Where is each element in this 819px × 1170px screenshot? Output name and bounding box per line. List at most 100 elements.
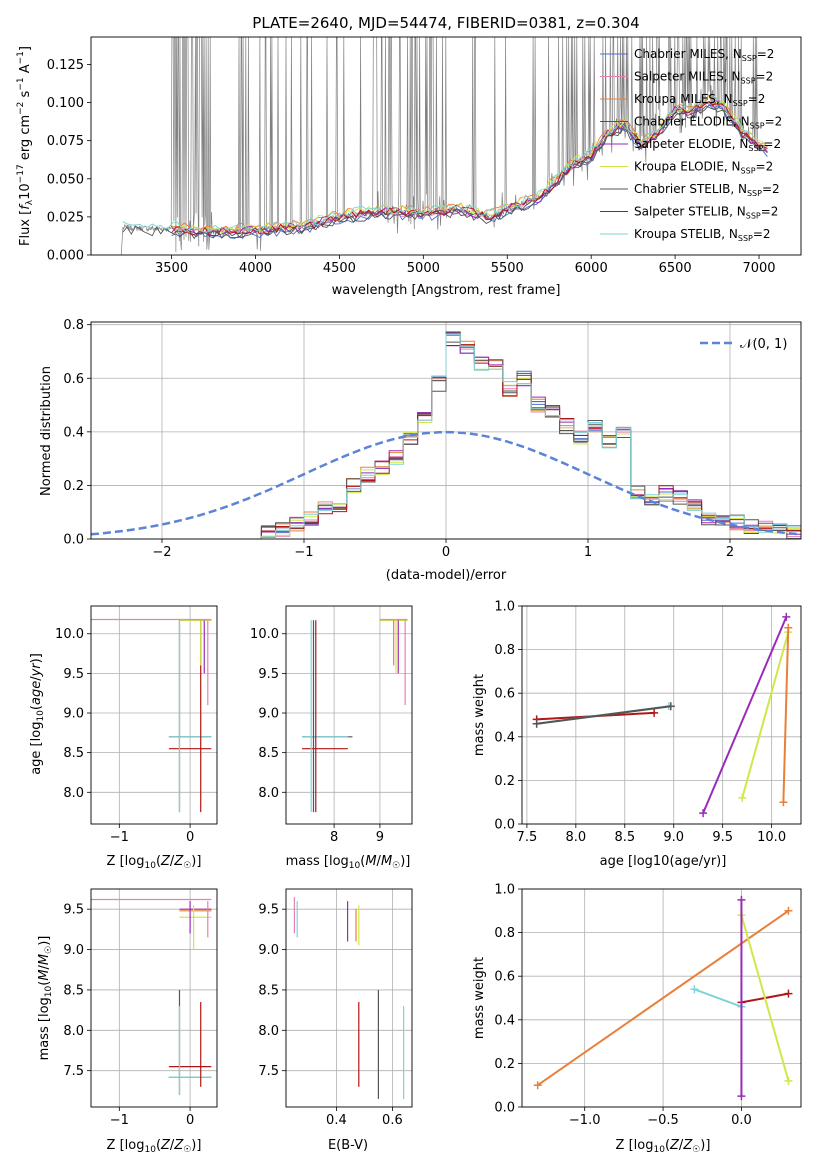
axes-frame — [285, 888, 413, 1108]
y-tick-label: 7.5 — [258, 1064, 279, 1079]
Z-weight-ylabel: mass weight — [472, 957, 487, 1039]
x-tick-label: 4000 — [239, 261, 272, 276]
axes-frame — [90, 888, 218, 1108]
x-tick-label: 4500 — [323, 261, 356, 276]
y-tick-label: 8.5 — [63, 746, 84, 761]
EBV-mass-xlabel: E(B-V) — [328, 1138, 368, 1153]
weight-marker — [737, 895, 746, 904]
x-tick-label: 9 — [376, 830, 384, 845]
errorbars — [293, 897, 405, 1099]
y-tick-label: 0.125 — [47, 58, 84, 73]
y-tick-label: 0.6 — [494, 687, 515, 702]
y-tick-label: 0.100 — [47, 96, 84, 111]
axes-frame — [90, 321, 802, 540]
spectrum-data — [120, 37, 768, 255]
y-tick-label: 0.4 — [494, 1013, 515, 1028]
weight-lines — [532, 612, 793, 818]
spectrum-xlabel: wavelength [Angstrom, rest frame] — [332, 283, 561, 298]
x-tick-label: 6500 — [659, 261, 692, 276]
weight-marker — [738, 793, 747, 802]
x-tick-label: 5000 — [407, 261, 440, 276]
x-tick-label: 8.5 — [614, 830, 635, 845]
Z-mass-xlabel: Z [log10(Z/Z☉)] — [107, 1138, 202, 1155]
axes-frame — [285, 605, 413, 825]
y-tick-label: 0.4 — [494, 730, 515, 745]
y-tick-label: 0.8 — [494, 643, 515, 658]
legend-label: Salpeter STELIB, NSSP=2 — [634, 205, 778, 221]
weight-lines — [533, 895, 793, 1101]
x-tick-label: 6000 — [575, 261, 608, 276]
model-spectrum-5 — [171, 95, 768, 234]
legend: Chabrier MILES, NSSP=2 Salpeter MILES, NS… — [600, 47, 782, 243]
legend-label: Kroupa ELODIE, NSSP=2 — [634, 160, 773, 176]
errorbars — [91, 898, 212, 1095]
y-tick-label: 0.050 — [47, 172, 84, 187]
y-tick-label: 0.8 — [63, 318, 84, 333]
x-tick-label: 0.0 — [731, 1113, 752, 1128]
y-tick-label: 10.0 — [250, 627, 279, 642]
weight-marker — [737, 1092, 746, 1101]
residuals-xlabel: (data-model)/error — [386, 568, 507, 583]
x-tick-label: 0 — [442, 545, 450, 560]
Z-age-xlabel: Z [log10(Z/Z☉)] — [107, 854, 202, 871]
model-spectrum-4 — [171, 99, 768, 237]
x-tick-label: 3500 — [155, 261, 188, 276]
weight-marker — [532, 719, 541, 728]
weight-marker — [533, 1081, 542, 1090]
legend-label: Chabrier STELIB, NSSP=2 — [634, 182, 780, 198]
y-tick-label: 0.6 — [63, 372, 84, 387]
age-weight-xlabel: age [log10(age/yr)] — [600, 854, 727, 869]
axes-frame — [90, 605, 218, 825]
y-tick-label: 9.5 — [258, 903, 279, 918]
EBV-mass-plot: 0.4 0.6 7.5 8.0 8.5 9.0 9.5 — [258, 888, 413, 1128]
x-tick-label: 2 — [726, 545, 734, 560]
y-tick-label: 0.025 — [47, 210, 84, 225]
legend-label: Salpeter MILES, NSSP=2 — [634, 70, 773, 86]
weight-marker — [779, 798, 788, 807]
weight-line — [536, 705, 671, 725]
weight-marker — [782, 612, 791, 621]
y-tick-label: 9.0 — [258, 943, 279, 958]
weight-marker — [650, 708, 659, 717]
weight-marker — [784, 1076, 793, 1085]
weight-line — [537, 909, 790, 1087]
y-tick-label: 8.0 — [258, 786, 279, 801]
hist-4 — [91, 332, 801, 539]
x-tick-label: −0.5 — [647, 1113, 679, 1128]
y-tick-label: 7.5 — [63, 1064, 84, 1079]
x-tick-label: 9.5 — [712, 830, 733, 845]
y-tick-label: 1.0 — [494, 600, 515, 615]
weight-marker — [784, 989, 793, 998]
x-tick-label: 10.0 — [757, 830, 786, 845]
figure-title: PLATE=2640, MJD=54474, FIBERID=0381, z=0… — [252, 14, 639, 32]
model-spectrum-8 — [122, 93, 765, 233]
errorbars — [302, 618, 408, 813]
normal-curve — [91, 430, 801, 536]
legend-label: Kroupa STELIB, NSSP=2 — [634, 227, 771, 243]
hist-6 — [91, 331, 801, 539]
axes-frame — [521, 888, 802, 1108]
hist-8 — [91, 333, 801, 539]
y-tick-label: 1.0 — [494, 883, 515, 898]
x-tick-label: 0.6 — [382, 1113, 403, 1128]
x-tick-label: −1 — [110, 1113, 129, 1128]
x-tick-label: 0 — [186, 830, 194, 845]
Z-mass-plot: −1 0 7.5 8.0 8.5 9.0 9.5 — [63, 888, 218, 1128]
y-tick-label: 8.0 — [258, 1024, 279, 1039]
x-tick-label: 8.0 — [565, 830, 586, 845]
axes-frame — [521, 605, 802, 825]
spectrum-ylabel: Flux [fλ10−17 erg cm−2 s−1 A−1] — [16, 46, 35, 246]
x-tick-label: 8 — [330, 830, 338, 845]
y-tick-label: 10.0 — [55, 627, 84, 642]
Z-age-plot: −1 0 8.0 8.5 9.0 9.5 10.0 — [55, 605, 218, 845]
legend-label: Kroupa MILES, NSSP=2 — [634, 92, 765, 108]
y-tick-label: 8.0 — [63, 1024, 84, 1039]
x-tick-label: 0.4 — [326, 1113, 347, 1128]
axes-frame — [90, 36, 802, 256]
y-tick-label: 0.075 — [47, 134, 84, 149]
hist-3 — [91, 341, 801, 539]
x-tick-label: −1.0 — [569, 1113, 601, 1128]
residuals-ylabel: Normed distribution — [39, 366, 54, 496]
Z-mass-ylabel: mass [log10(M/M☉)] — [37, 936, 54, 1061]
